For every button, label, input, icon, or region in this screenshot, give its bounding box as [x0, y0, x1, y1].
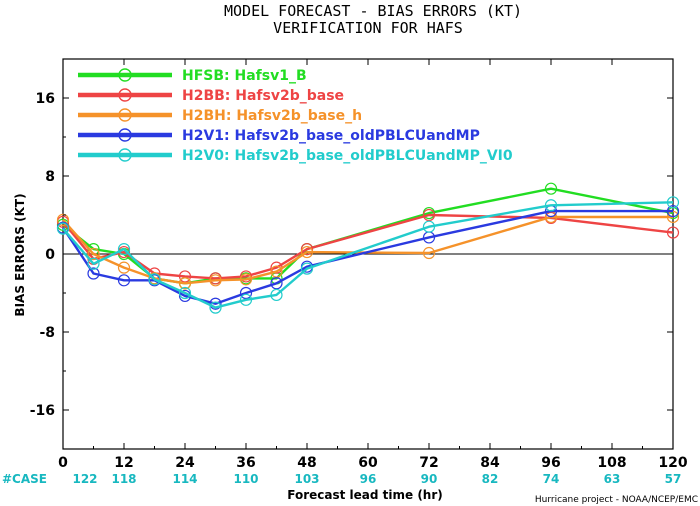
series-5-point [422, 220, 436, 233]
y-tick-label: -8 [39, 325, 55, 341]
x-axis-ticks: 0 12 24 36 48 60 72 84 96 108 120 [58, 59, 688, 471]
x-tick-label: 60 [358, 455, 378, 471]
series-3-point [178, 277, 192, 290]
x-tick-label: 108 [597, 455, 626, 471]
case-count: 96 [360, 472, 377, 486]
legend: HFSB: Hafsv1_B H2BB: Hafsv2b_base H2BH: Ha… [78, 68, 513, 164]
series-3-point [239, 273, 253, 286]
series-5-point [148, 273, 161, 286]
series-3-point [422, 246, 436, 260]
legend-marker [118, 88, 132, 102]
series-3-point [87, 247, 100, 261]
x-tick-label: 24 [175, 455, 195, 471]
legend-label: H2V1: Hafsv2b_base_oldPBLCUandMP [182, 128, 480, 144]
chart-title: MODEL FORECAST - BIAS ERRORS (KT) [224, 2, 522, 20]
x-tick-label: 12 [114, 455, 133, 471]
y-tick-label: 8 [45, 169, 55, 185]
series-2-point [178, 270, 192, 283]
legend-label: H2BH: Hafsv2b_base_h [182, 108, 362, 124]
series-5-point [544, 199, 558, 212]
credit-text: Hurricane project - NOAA/NCEP/EMC [535, 495, 698, 505]
series-5-point [56, 222, 70, 235]
series-4-point [239, 286, 253, 300]
series-group [56, 182, 680, 314]
series-2-point [300, 243, 314, 256]
case-count: 114 [172, 472, 197, 486]
case-count: 103 [294, 472, 319, 486]
chart-subtitle: VERIFICATION FOR HAFS [273, 19, 463, 37]
legend-marker [118, 68, 132, 82]
series-line-1 [62, 187, 674, 285]
case-count: 110 [233, 472, 258, 486]
series-5-point [117, 243, 131, 256]
series-5-point [209, 301, 222, 314]
series-line-4 [62, 209, 673, 305]
series-4-point [87, 267, 100, 280]
y-tick-label: 0 [45, 247, 55, 263]
series-5-point [239, 293, 253, 306]
case-count: 63 [604, 472, 621, 486]
case-count-row: #CASE 122 118 114 110 103 96 90 82 74 63 57 [2, 472, 681, 486]
x-tick-label: 72 [419, 455, 438, 471]
series-4-point [666, 205, 680, 218]
legend-label: H2BB: Hafsv2b_base [182, 88, 344, 104]
series-5-point [87, 257, 100, 270]
series-4-point [117, 274, 131, 287]
y-tick-label: -16 [30, 403, 55, 419]
x-tick-label: 0 [58, 455, 68, 471]
case-count: 122 [72, 472, 97, 486]
y-axis-label: BIAS ERRORS (KT) [13, 193, 27, 316]
legend-label: H2V0: Hafsv2b_base_oldPBLCUandMP_VI0 [182, 148, 513, 164]
case-count: 90 [421, 472, 438, 486]
x-tick-label: 96 [541, 455, 560, 471]
case-count: 57 [665, 472, 682, 486]
series-5-point [270, 288, 283, 302]
series-4-point [270, 277, 283, 290]
case-count: 82 [482, 472, 499, 486]
x-tick-label: 120 [658, 455, 687, 471]
y-tick-label: 16 [36, 91, 55, 107]
series-2-point [239, 270, 253, 283]
series-3-point [117, 261, 131, 274]
case-count: 74 [543, 472, 560, 486]
series-3-point [270, 265, 283, 278]
x-tick-label: 36 [236, 455, 255, 471]
x-tick-label: 48 [297, 455, 316, 471]
case-label: #CASE [2, 472, 47, 486]
y-axis-ticks: -16 -8 0 8 16 [30, 58, 673, 450]
series-3-point [56, 213, 70, 226]
legend-marker [118, 108, 132, 122]
series-5-point [666, 196, 680, 209]
series-5-point [300, 262, 314, 275]
series-2-point [422, 208, 436, 222]
series-1-point [544, 182, 558, 195]
series-3-point [300, 245, 314, 259]
x-tick-label: 84 [480, 455, 500, 471]
x-axis-label: Forecast lead time (hr) [287, 488, 443, 502]
series-5-point [178, 286, 192, 300]
legend-marker [118, 128, 132, 142]
legend-marker [118, 148, 132, 162]
series-3-point [209, 274, 222, 287]
series-2-point [666, 226, 680, 239]
case-count: 118 [111, 472, 136, 486]
legend-label: HFSB: Hafsv1_B [182, 68, 307, 84]
